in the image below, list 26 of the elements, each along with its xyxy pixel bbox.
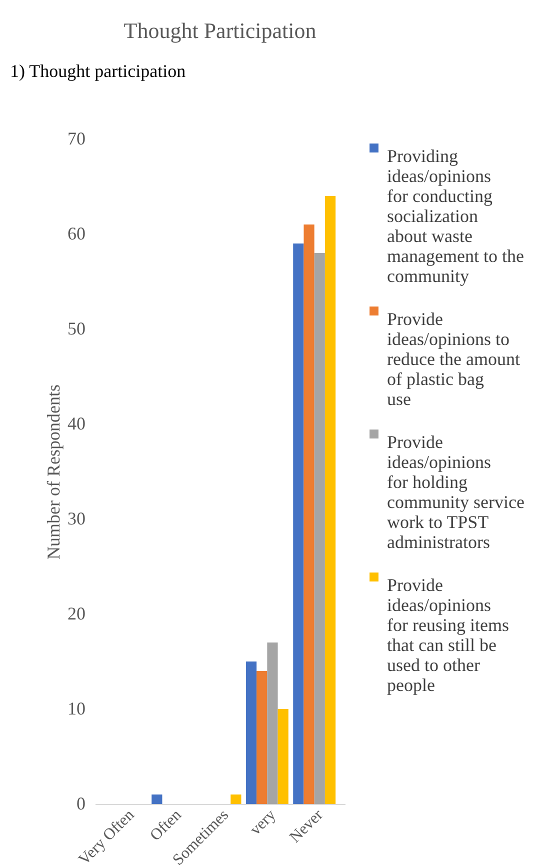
y-tick-label: 20	[68, 604, 86, 624]
bar	[256, 671, 268, 804]
y-axis-title: Number of Respondents	[44, 384, 64, 560]
legend-label: Providing ideas/opinions for conducting socialization about waste management to the community	[387, 146, 524, 286]
bar	[246, 662, 257, 804]
text: 1) Thought participation	[10, 61, 186, 81]
y-tick-label: 60	[68, 224, 86, 244]
x-tick-label: very	[247, 806, 280, 839]
bar	[324, 196, 336, 804]
legend-label: Provide ideas/opinions for holding community service work to TPST administrators	[387, 432, 524, 552]
y-tick-label: 30	[68, 508, 86, 528]
y-tick-label: 10	[68, 698, 86, 718]
bar	[314, 253, 325, 804]
y-tick-label: 70	[68, 128, 86, 148]
bar	[293, 244, 304, 804]
y-tick-label: 50	[68, 318, 86, 338]
bar	[267, 642, 278, 804]
y-tick-label: 40	[68, 414, 86, 434]
bar	[278, 709, 288, 804]
bar	[152, 794, 162, 804]
legend-label: Provide ideas/opinions for reusing items that can still be used to other people	[387, 575, 509, 695]
bar	[230, 794, 242, 804]
bar	[304, 224, 314, 804]
chart-title: Thought Participation	[124, 18, 316, 43]
legend-label: Provide ideas/opinions to reduce the amount of plastic bag use	[387, 309, 520, 409]
y-tick-label: 0	[76, 794, 86, 814]
